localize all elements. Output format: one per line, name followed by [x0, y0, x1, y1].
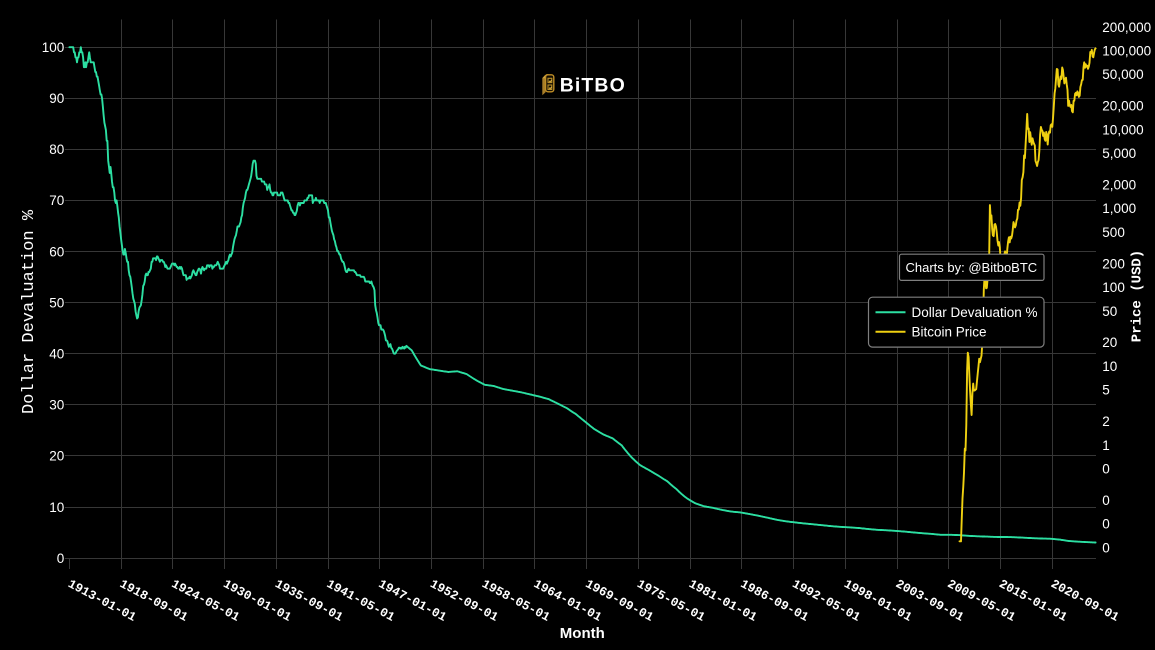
- svg-text:500: 500: [1102, 225, 1125, 240]
- svg-text:20: 20: [1102, 335, 1117, 350]
- svg-text:200,000: 200,000: [1102, 20, 1151, 35]
- svg-text:1,000: 1,000: [1102, 201, 1136, 216]
- svg-text:2: 2: [1102, 414, 1110, 429]
- svg-text:Bitcoin Price: Bitcoin Price: [912, 324, 987, 339]
- svg-text:Month: Month: [560, 625, 605, 642]
- svg-text:Dollar Devaluation %: Dollar Devaluation %: [912, 305, 1038, 320]
- svg-text:50,000: 50,000: [1102, 67, 1143, 82]
- svg-text:100,000: 100,000: [1102, 44, 1151, 59]
- svg-text:5: 5: [1102, 383, 1110, 398]
- svg-text:50: 50: [49, 295, 64, 310]
- svg-text:80: 80: [49, 142, 64, 157]
- svg-text:Price (USD): Price (USD): [1130, 250, 1146, 342]
- svg-text:Charts by: @BitboBTC: Charts by: @BitboBTC: [906, 260, 1038, 275]
- svg-text:90: 90: [49, 91, 64, 106]
- svg-text:0: 0: [1102, 462, 1110, 477]
- svg-text:10: 10: [49, 500, 64, 515]
- svg-text:70: 70: [49, 193, 64, 208]
- svg-text:100: 100: [1102, 280, 1125, 295]
- svg-text:10,000: 10,000: [1102, 122, 1143, 137]
- svg-text:0: 0: [1102, 540, 1110, 555]
- svg-text:50: 50: [1102, 304, 1117, 319]
- svg-text:0: 0: [1102, 517, 1110, 532]
- svg-text:BiTBO: BiTBO: [560, 75, 626, 97]
- svg-text:Dollar Devaluation %: Dollar Devaluation %: [20, 209, 39, 414]
- svg-text:30: 30: [49, 398, 64, 413]
- svg-text:100: 100: [42, 40, 65, 55]
- svg-text:20,000: 20,000: [1102, 99, 1143, 114]
- svg-text:0: 0: [57, 551, 65, 566]
- svg-text:1: 1: [1102, 438, 1110, 453]
- svg-text:20: 20: [49, 449, 64, 464]
- svg-text:60: 60: [49, 244, 64, 259]
- svg-text:5,000: 5,000: [1102, 146, 1136, 161]
- svg-text:10: 10: [1102, 359, 1117, 374]
- svg-text:0: 0: [1102, 493, 1110, 508]
- svg-text:200: 200: [1102, 256, 1125, 271]
- svg-text:40: 40: [49, 347, 64, 362]
- svg-text:2,000: 2,000: [1102, 178, 1136, 193]
